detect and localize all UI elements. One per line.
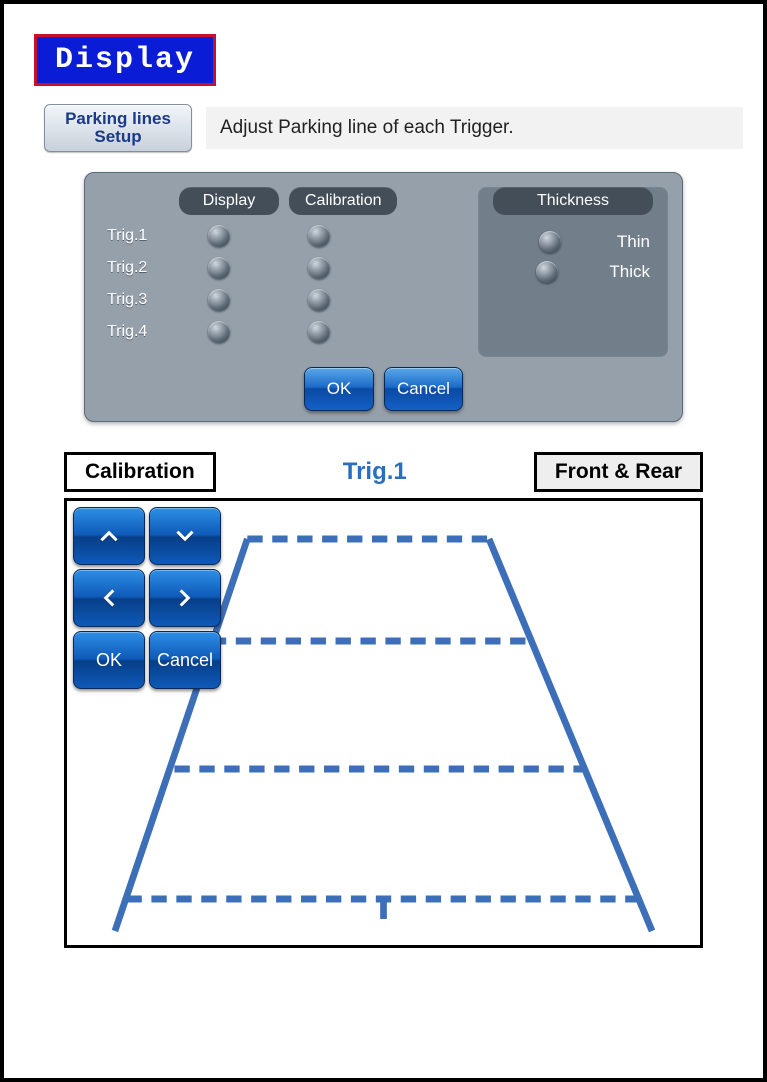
calibration-trigger-title: Trig.1: [343, 458, 407, 486]
dpad-ok-button[interactable]: OK: [73, 631, 145, 689]
header-thickness: Thickness: [493, 187, 653, 215]
setup-button-line2: Setup: [45, 128, 191, 146]
settings-panel: Display Calibration Trig.1 Trig.2 Trig.3: [84, 172, 683, 422]
up-button[interactable]: [73, 507, 145, 565]
radio-trig1-display[interactable]: [208, 225, 230, 247]
cancel-button[interactable]: Cancel: [384, 367, 463, 411]
chevron-left-icon: [96, 585, 122, 611]
parking-lines-setup-button[interactable]: Parking lines Setup: [44, 104, 192, 152]
radio-trig2-display[interactable]: [208, 257, 230, 279]
front-rear-label: Front & Rear: [534, 452, 703, 492]
dpad: OK Cancel: [73, 507, 221, 689]
display-badge: Display: [34, 34, 216, 86]
trigger-label: Trig.4: [99, 323, 169, 341]
setup-button-line1: Parking lines: [45, 110, 191, 128]
left-button[interactable]: [73, 569, 145, 627]
right-button[interactable]: [149, 569, 221, 627]
radio-trig4-calibration[interactable]: [308, 321, 330, 343]
setup-description: Adjust Parking line of each Trigger.: [206, 107, 743, 149]
calibration-preview: OK Cancel: [64, 498, 703, 948]
header-display: Display: [179, 187, 279, 215]
dpad-cancel-button[interactable]: Cancel: [149, 631, 221, 689]
chevron-right-icon: [172, 585, 198, 611]
radio-thin[interactable]: [539, 231, 561, 253]
chevron-down-icon: [172, 523, 198, 549]
chevron-up-icon: [96, 523, 122, 549]
radio-trig4-display[interactable]: [208, 321, 230, 343]
trigger-label: Trig.2: [99, 259, 169, 277]
radio-trig3-display[interactable]: [208, 289, 230, 311]
down-button[interactable]: [149, 507, 221, 565]
radio-trig1-calibration[interactable]: [308, 225, 330, 247]
radio-thick[interactable]: [536, 261, 558, 283]
header-calibration: Calibration: [289, 187, 397, 215]
radio-trig2-calibration[interactable]: [308, 257, 330, 279]
ok-button[interactable]: OK: [304, 367, 374, 411]
trigger-label: Trig.1: [99, 227, 169, 245]
trigger-label: Trig.3: [99, 291, 169, 309]
radio-trig3-calibration[interactable]: [308, 289, 330, 311]
calibration-label: Calibration: [64, 452, 216, 492]
thickness-option: Thick: [609, 262, 650, 282]
thickness-option: Thin: [617, 232, 650, 252]
